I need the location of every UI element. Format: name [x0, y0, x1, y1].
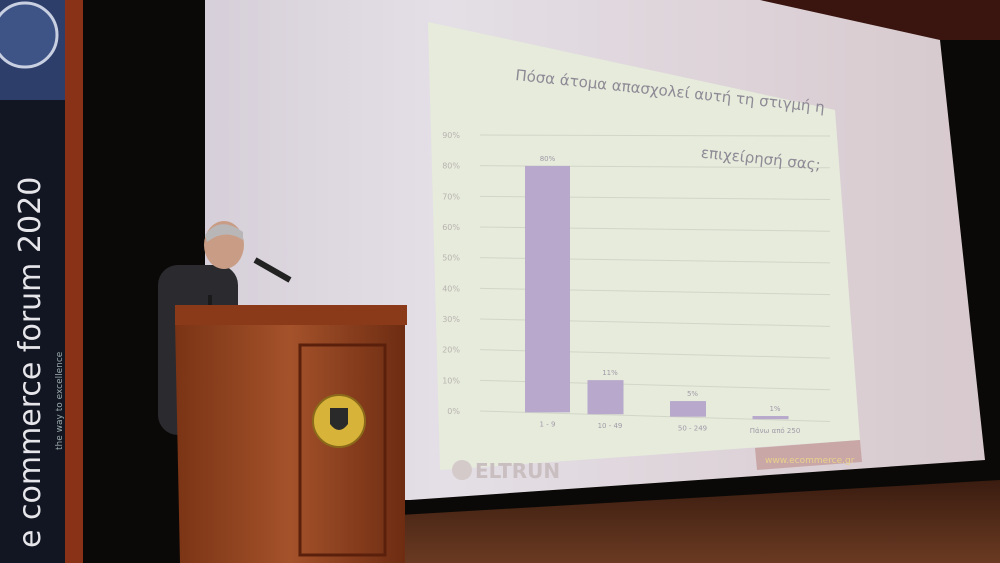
- gridline: [479, 134, 831, 137]
- data-label: 1%: [769, 405, 780, 413]
- y-tick-label: 80%: [442, 162, 460, 171]
- data-label: 80%: [540, 155, 556, 163]
- eltrun-logo-mark: [452, 460, 472, 480]
- speaker-hair: [205, 224, 243, 242]
- y-tick-label: 90%: [442, 131, 460, 140]
- y-tick-label: 50%: [442, 254, 460, 263]
- y-tick-label: 30%: [442, 315, 460, 324]
- slide-footer-bar: [755, 440, 862, 470]
- bar-chart: 0% 10% 20% 30% 40% 50% 60% 70% 80% 90% 80% 1 - 9 11%…: [442, 66, 831, 435]
- y-tick-label: 0%: [447, 407, 460, 416]
- x-tick-label: 1 - 9: [540, 420, 556, 428]
- banner-pole: [65, 0, 83, 563]
- y-tick-label: 40%: [442, 284, 460, 293]
- bar: [587, 380, 624, 415]
- x-tick-label: 10 - 49: [598, 422, 623, 430]
- y-tick-label: 10%: [442, 376, 460, 385]
- podium: [175, 318, 405, 563]
- banner-brand: e commerce forum 2020: [13, 177, 48, 548]
- eltrun-logo: ELTRUN: [475, 459, 560, 483]
- y-tick-label: 20%: [442, 346, 460, 355]
- banner-tagline: the way to excellence: [55, 351, 65, 450]
- gridline: [479, 410, 831, 422]
- slide-footer-url: www.ecommerce.gr: [765, 456, 855, 466]
- podium-panel: [298, 343, 387, 557]
- banner: [0, 100, 65, 563]
- university-seal: [0, 1, 59, 69]
- x-tick-label: 50 - 249: [678, 425, 707, 433]
- data-label: 5%: [687, 390, 698, 398]
- x-tick-label: Πάνω από 250: [750, 427, 801, 435]
- podium-top: [175, 305, 407, 325]
- y-tick-label: 60%: [442, 223, 460, 232]
- bar: [525, 165, 570, 413]
- microphone: [253, 257, 292, 283]
- data-label: 11%: [602, 369, 618, 377]
- stage-floor: [400, 480, 1000, 563]
- y-tick-label: 70%: [442, 192, 460, 201]
- emblem-shield-icon: [330, 408, 348, 430]
- bar: [670, 401, 706, 417]
- bar: [752, 416, 789, 420]
